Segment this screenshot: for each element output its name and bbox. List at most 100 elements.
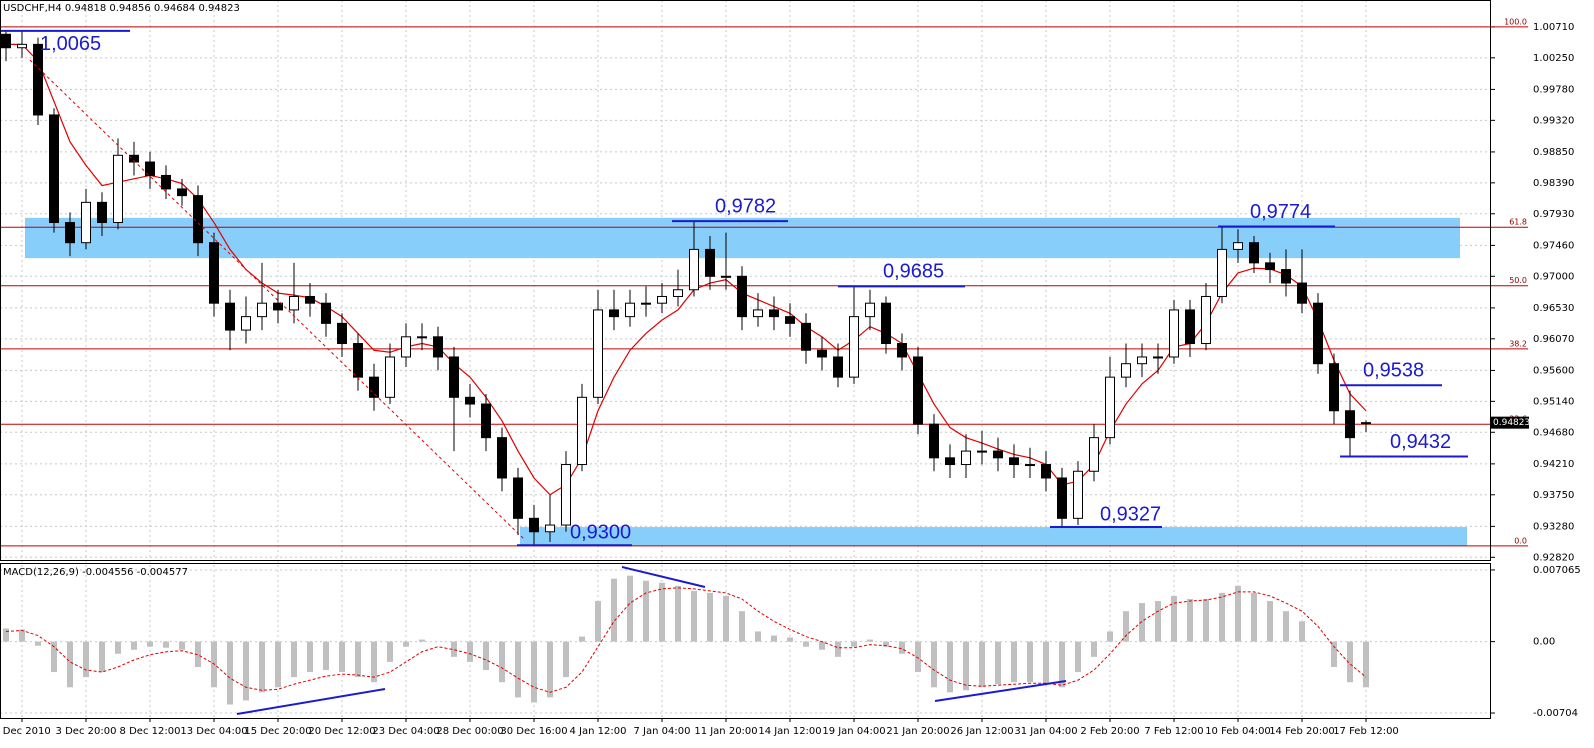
macd-bar bbox=[931, 641, 937, 688]
candle-body bbox=[369, 376, 379, 398]
y-tick-label: 0.95600 bbox=[1533, 365, 1574, 376]
candle-body bbox=[625, 302, 635, 318]
macd-bar bbox=[867, 639, 873, 642]
macd-bar bbox=[1155, 601, 1161, 642]
candle-body bbox=[449, 356, 459, 398]
candle-body bbox=[1361, 422, 1371, 425]
candle-body bbox=[641, 302, 651, 305]
candle-body bbox=[273, 302, 283, 311]
macd-bar bbox=[707, 592, 713, 642]
y-tick-label: 1.00710 bbox=[1533, 22, 1574, 33]
candle-body bbox=[385, 356, 395, 398]
fib-label: 38.2 bbox=[1509, 339, 1527, 348]
y-tick-label: 0.99320 bbox=[1533, 115, 1574, 126]
macd-bar bbox=[499, 641, 505, 683]
macd-bar bbox=[723, 595, 729, 642]
macd-bar bbox=[243, 641, 249, 701]
x-tick-label: 11 Jan 20:00 bbox=[694, 726, 757, 737]
candle-body bbox=[1089, 437, 1099, 472]
x-tick-label: 21 Jan 20:00 bbox=[886, 726, 949, 737]
level-label: 0,9774 bbox=[1250, 201, 1311, 223]
candle-body bbox=[945, 457, 955, 466]
y-tick-label: 0.98390 bbox=[1533, 178, 1574, 189]
candle-body bbox=[529, 517, 539, 533]
x-tick-label: 4 Jan 12:00 bbox=[570, 726, 627, 737]
candle-body bbox=[1265, 262, 1275, 271]
macd-bar bbox=[1171, 595, 1177, 642]
fib-label: 61.8 bbox=[1509, 218, 1527, 227]
macd-bar bbox=[1187, 599, 1193, 642]
macd-bar bbox=[371, 641, 377, 683]
candle-body bbox=[49, 114, 59, 224]
x-tick-label: 31 Jan 04:00 bbox=[1014, 726, 1077, 737]
macd-bar bbox=[515, 641, 521, 698]
macd-bar bbox=[1027, 641, 1033, 683]
candle-body bbox=[1121, 363, 1131, 378]
candle-body bbox=[689, 248, 699, 291]
candle-body bbox=[1297, 282, 1307, 304]
zone bbox=[520, 527, 1467, 546]
candle-body bbox=[673, 289, 683, 297]
macd-bar bbox=[1043, 641, 1049, 685]
x-tick-label: 7 Feb 12:00 bbox=[1144, 726, 1203, 737]
fib-label: 100.0 bbox=[1504, 17, 1527, 26]
x-tick-label: 14 Feb 20:00 bbox=[1269, 726, 1335, 737]
x-tick-label: 26 Jan 12:00 bbox=[950, 726, 1013, 737]
candle-body bbox=[545, 524, 555, 533]
macd-bar bbox=[483, 641, 489, 671]
macd-bar bbox=[35, 641, 41, 646]
candle-body bbox=[417, 336, 427, 339]
macd-bar bbox=[851, 641, 857, 647]
x-tick-label: 20 Dec 12:00 bbox=[308, 726, 375, 737]
candle-body bbox=[993, 450, 1003, 459]
macd-bar bbox=[1075, 641, 1081, 673]
x-tick-label: 15 Dec 20:00 bbox=[244, 726, 311, 737]
x-tick-label: 2 Feb 20:00 bbox=[1080, 726, 1139, 737]
candle-body bbox=[1233, 242, 1243, 250]
candle-body bbox=[257, 302, 267, 318]
macd-bar bbox=[83, 641, 89, 678]
macd-bar bbox=[419, 639, 425, 642]
candle-body bbox=[177, 188, 187, 197]
macd-bar bbox=[659, 582, 665, 642]
x-tick-label: 19 Jan 04:00 bbox=[822, 726, 885, 737]
candle-body bbox=[801, 322, 811, 351]
macd-bar bbox=[275, 641, 281, 688]
x-tick-label: 28 Dec 00:00 bbox=[436, 726, 503, 737]
macd-bar bbox=[547, 641, 553, 698]
level-label: 0,9538 bbox=[1363, 359, 1424, 381]
y-tick-label: 0.007065 bbox=[1533, 565, 1581, 576]
candle-body bbox=[1185, 309, 1195, 345]
y-tick-label: 0.92820 bbox=[1533, 552, 1574, 563]
candle-body bbox=[1217, 248, 1227, 297]
macd-bar bbox=[675, 585, 681, 642]
x-tick-label: 30 Dec 16:00 bbox=[500, 726, 567, 737]
macd-bar bbox=[787, 637, 793, 642]
macd-bar bbox=[355, 641, 361, 678]
macd-bar bbox=[451, 641, 457, 657]
y-tick-label: 0.96530 bbox=[1533, 303, 1574, 314]
y-tick-label: 0.99780 bbox=[1533, 84, 1574, 95]
macd-bar bbox=[627, 575, 633, 642]
y-tick-label: 0.97000 bbox=[1533, 271, 1574, 282]
macd-bar bbox=[115, 641, 121, 654]
macd-bar bbox=[467, 641, 473, 662]
macd-bar bbox=[179, 641, 185, 650]
macd-bar bbox=[915, 641, 921, 673]
candle-body bbox=[305, 295, 315, 304]
candle-body bbox=[913, 356, 923, 425]
macd-bar bbox=[339, 641, 345, 673]
candle-body bbox=[113, 154, 123, 224]
y-tick-label: 0.93280 bbox=[1533, 521, 1574, 532]
macd-bar bbox=[99, 641, 105, 673]
macd-bar bbox=[259, 641, 265, 693]
candle-body bbox=[17, 43, 27, 49]
y-tick-label: 0.93750 bbox=[1533, 490, 1574, 501]
macd-bar bbox=[387, 641, 393, 662]
candle-body bbox=[961, 450, 971, 466]
candle-body bbox=[657, 295, 667, 304]
price-box bbox=[1491, 416, 1529, 429]
candle-body bbox=[241, 316, 251, 331]
macd-bar bbox=[323, 641, 329, 671]
